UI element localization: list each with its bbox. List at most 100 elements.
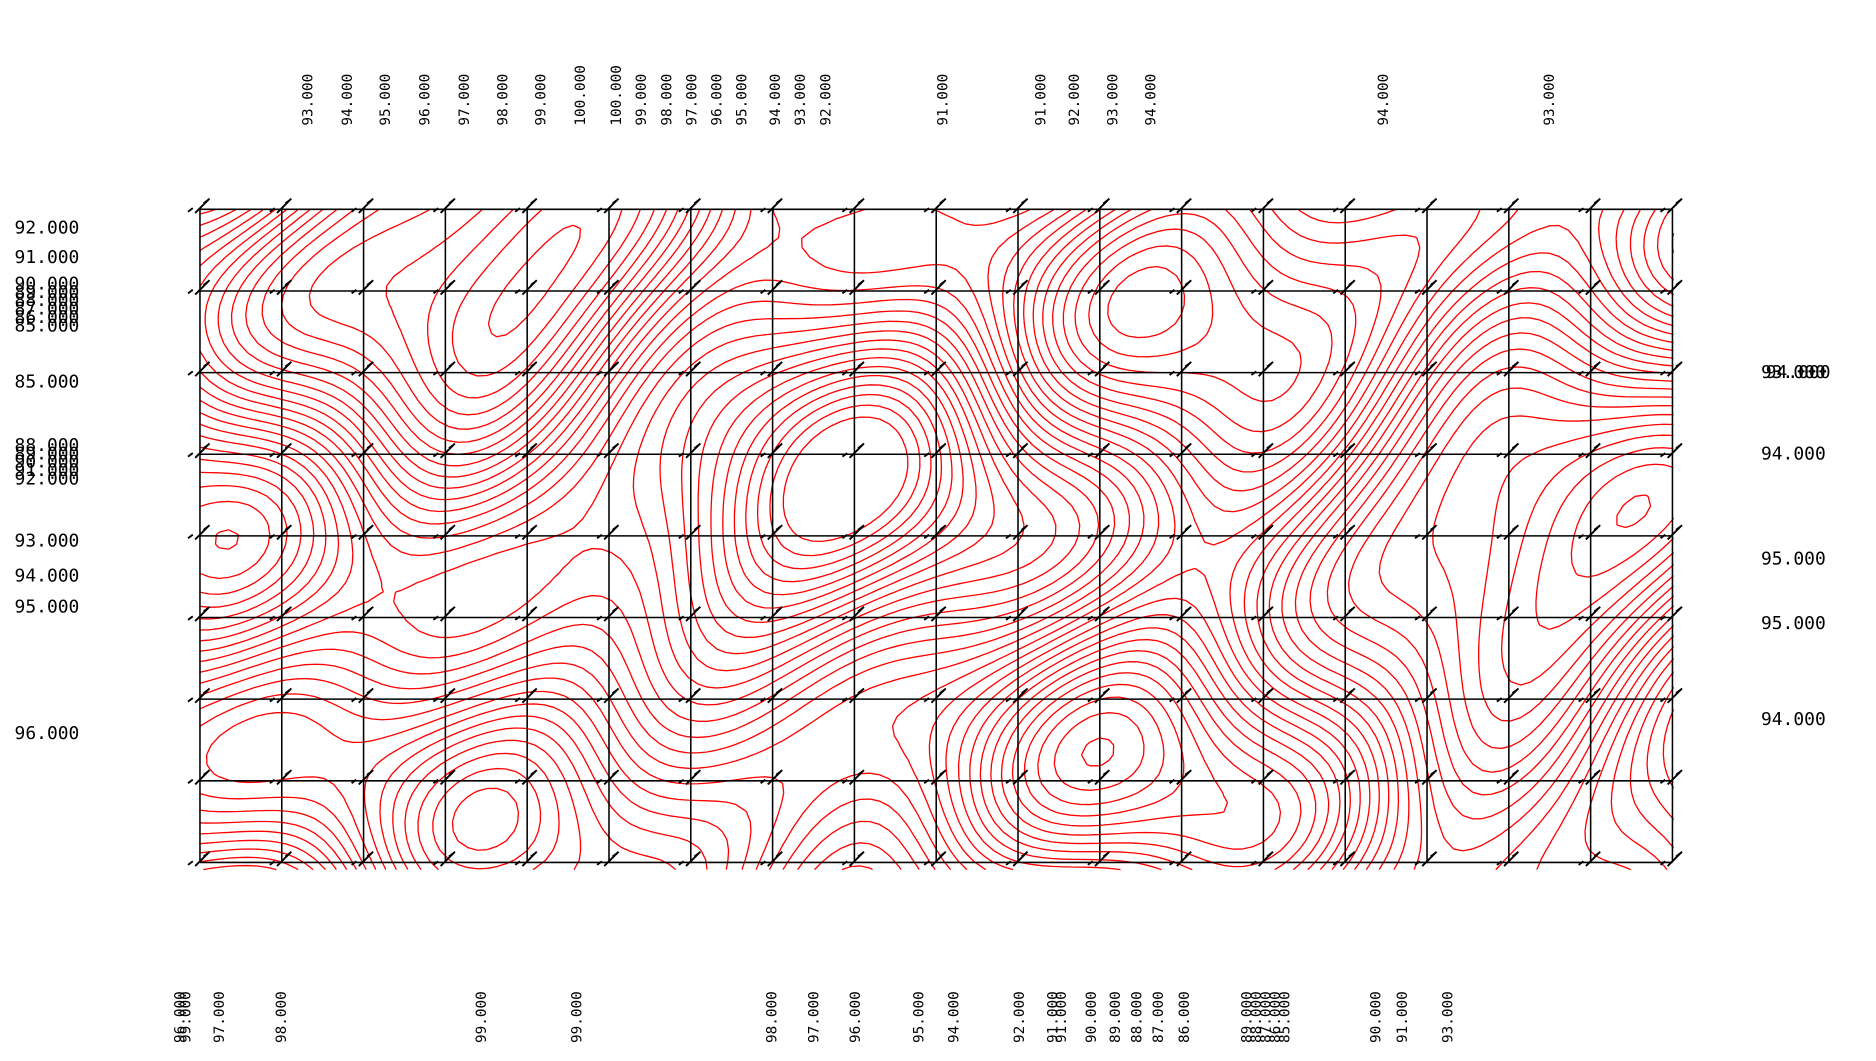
left-label: 92.000 [15, 217, 80, 238]
left-label: 85.000 [15, 315, 80, 336]
node-marker [1578, 524, 1601, 541]
contour-line [385, 208, 1302, 870]
top-label: 92.000 [1067, 74, 1083, 126]
node-marker [923, 524, 947, 541]
top-label: 93.000 [1542, 74, 1558, 126]
node-marker [1659, 687, 1683, 704]
bottom-label: 91.000 [1395, 991, 1411, 1043]
node-marker [678, 524, 702, 541]
contour-line [1080, 737, 1115, 767]
bottom-label: 97.000 [806, 991, 822, 1043]
node-marker [1578, 197, 1601, 214]
node-marker [1659, 524, 1683, 541]
node-marker [1087, 361, 1111, 377]
node-marker [351, 606, 374, 622]
node-marker [1496, 279, 1520, 296]
contour-line [199, 208, 1675, 871]
node-marker [1250, 769, 1274, 786]
node-marker [269, 850, 293, 867]
top-label: 94.000 [1144, 74, 1160, 126]
node-marker [1332, 524, 1356, 541]
node-marker [1169, 361, 1192, 377]
contour-line [308, 208, 1675, 871]
node-marker [1659, 442, 1683, 459]
node-marker [1496, 197, 1520, 214]
node-marker [596, 279, 620, 296]
top-label: 92.000 [818, 74, 834, 126]
node-marker [923, 442, 947, 459]
top-label: 97.000 [684, 74, 700, 126]
node-marker [514, 850, 538, 867]
node-marker [1496, 361, 1520, 377]
bottom-label: 98.000 [274, 991, 290, 1043]
node-marker [1414, 442, 1438, 459]
node-marker [1005, 524, 1029, 541]
left-label: 90.000 [15, 273, 80, 294]
node-marker [514, 524, 538, 541]
node-marker [432, 769, 456, 786]
left-label: 91.000 [15, 460, 80, 481]
node-marker [1250, 524, 1274, 541]
node-marker [596, 769, 620, 786]
node-marker [1169, 442, 1192, 459]
node-marker [1332, 197, 1356, 214]
contour-line [199, 330, 1675, 871]
node-marker [1496, 687, 1520, 704]
bottom-label: 91.000 [1046, 991, 1062, 1043]
node-marker [760, 850, 783, 867]
node-marker [432, 361, 456, 377]
bottom-label: 88.000 [1249, 991, 1265, 1043]
bottom-label: 98.000 [765, 991, 781, 1043]
node-marker [514, 769, 538, 786]
node-marker [1332, 769, 1356, 786]
node-marker [1578, 850, 1601, 867]
node-marker [760, 687, 783, 704]
node-marker [596, 687, 620, 704]
node-marker [596, 442, 620, 459]
top-label: 99.000 [534, 74, 550, 126]
node-marker [514, 442, 538, 459]
left-label: 85.000 [15, 372, 80, 393]
node-marker [596, 606, 620, 622]
node-marker [187, 442, 211, 459]
top-label: 100.000 [609, 65, 625, 125]
node-marker [351, 197, 374, 214]
bottom-label: 87.000 [1151, 991, 1167, 1043]
node-marker [1414, 769, 1438, 786]
left-label: 92.000 [15, 468, 80, 489]
node-marker [351, 769, 374, 786]
node-marker [841, 197, 865, 214]
contour-line [1053, 712, 1145, 791]
node-marker [1414, 606, 1438, 622]
node-marker [1578, 361, 1601, 377]
node-marker [841, 687, 865, 704]
node-marker [269, 197, 293, 214]
top-label: 94.000 [340, 74, 356, 126]
node-marker [1332, 687, 1356, 704]
top-label: 95.000 [378, 74, 394, 126]
bottom-label: 99.000 [178, 991, 194, 1043]
node-marker [351, 442, 374, 459]
node-marker [760, 606, 783, 622]
node-marker [432, 687, 456, 704]
node-marker [1250, 197, 1274, 214]
node-marker [1169, 850, 1192, 867]
node-marker [269, 769, 293, 786]
bottom-label: 99.000 [474, 991, 490, 1043]
bottom-label: 86.000 [1268, 991, 1284, 1043]
top-label: 91.000 [936, 74, 952, 126]
node-marker [1578, 769, 1601, 786]
node-marker [1332, 850, 1356, 867]
node-marker [923, 279, 947, 296]
left-label: 90.000 [15, 452, 80, 473]
node-marker [1169, 769, 1192, 786]
left-label: 93.000 [15, 531, 80, 552]
node-marker [1087, 524, 1111, 541]
node-marker [841, 769, 865, 786]
left-label: 96.000 [15, 723, 80, 744]
node-marker [1250, 606, 1274, 622]
node-marker [596, 850, 620, 867]
node-marker [432, 850, 456, 867]
node-marker [1087, 197, 1111, 214]
